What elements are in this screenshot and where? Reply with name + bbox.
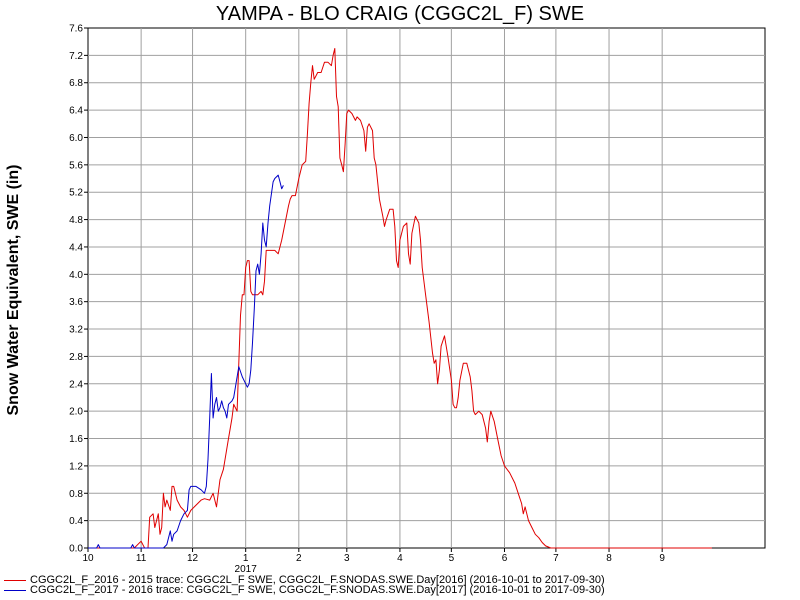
x-tick-label: 8 <box>606 553 612 564</box>
y-tick-label: 3.6 <box>69 297 83 308</box>
legend-label: CGGC2L_F_2017 - 2016 trace: CGGC2L_F SWE… <box>30 584 605 596</box>
x-tick-label: 3 <box>344 553 350 564</box>
axis-ticks: 0.0 0.4 0.8 1.2 1.6 2.0 2.4 2.8 3.2 3.6 4.0 4.4 4.8 5… <box>69 24 665 576</box>
series-lines <box>88 48 712 549</box>
legend-label: CGGC2L_F_2016 - 2015 trace: CGGC2L_F SWE… <box>30 574 605 586</box>
series-line-2 <box>88 174 284 549</box>
y-tick-label: 4.4 <box>69 242 83 253</box>
y-tick-label: 0.4 <box>69 516 83 527</box>
chart-title: YAMPA - BLO CRAIG (CGGC2L_F) SWE <box>215 3 585 25</box>
x-tick-label: 1 <box>243 553 249 564</box>
y-tick-label: 6.0 <box>69 133 83 144</box>
legend-entry-2: CGGC2L_F_2017 - 2016 trace: CGGC2L_F SWE… <box>4 584 605 596</box>
y-tick-label: 0.0 <box>69 544 83 555</box>
y-tick-label: 3.2 <box>69 325 83 336</box>
y-tick-label: 6.8 <box>69 78 83 89</box>
y-tick-label: 2.8 <box>69 352 83 363</box>
x-year-label: 2017 <box>235 564 258 575</box>
y-tick-label: 4.0 <box>69 270 83 281</box>
y-tick-label: 7.2 <box>69 51 83 62</box>
y-tick-label: 4.8 <box>69 215 83 226</box>
y-tick-label: 1.6 <box>69 434 83 445</box>
y-tick-label: 1.2 <box>69 461 83 472</box>
x-tick-label: 2 <box>296 553 302 564</box>
y-tick-label: 0.8 <box>69 489 83 500</box>
legend: CGGC2L_F_2016 - 2015 trace: CGGC2L_F SWE… <box>4 574 605 596</box>
x-tick-label: 4 <box>397 553 403 564</box>
legend-swatch <box>4 589 26 591</box>
x-tick-label: 7 <box>553 553 559 564</box>
legend-swatch <box>4 579 26 581</box>
y-tick-label: 5.2 <box>69 188 83 199</box>
y-tick-label: 7.6 <box>69 24 83 35</box>
y-tick-label: 2.0 <box>69 407 83 418</box>
y-tick-label: 6.4 <box>69 106 83 117</box>
plot-area <box>87 27 766 549</box>
x-tick-label: 11 <box>136 553 147 564</box>
series-line-1 <box>88 48 712 549</box>
y-tick-label: 5.6 <box>69 160 83 171</box>
x-tick-label: 6 <box>502 553 508 564</box>
y-tick-label: 2.4 <box>69 379 83 390</box>
legend-entry-1: CGGC2L_F_2016 - 2015 trace: CGGC2L_F SWE… <box>4 574 605 586</box>
grid-lines <box>88 28 765 548</box>
chart-canvas: 0.0 0.4 0.8 1.2 1.6 2.0 2.4 2.8 3.2 3.6 4.0 4.4 4.8 5… <box>69 24 766 576</box>
x-tick-label: 5 <box>449 553 455 564</box>
x-tick-label: 12 <box>187 553 199 564</box>
x-tick-label: 9 <box>659 553 665 564</box>
x-tick-label: 10 <box>82 553 94 564</box>
